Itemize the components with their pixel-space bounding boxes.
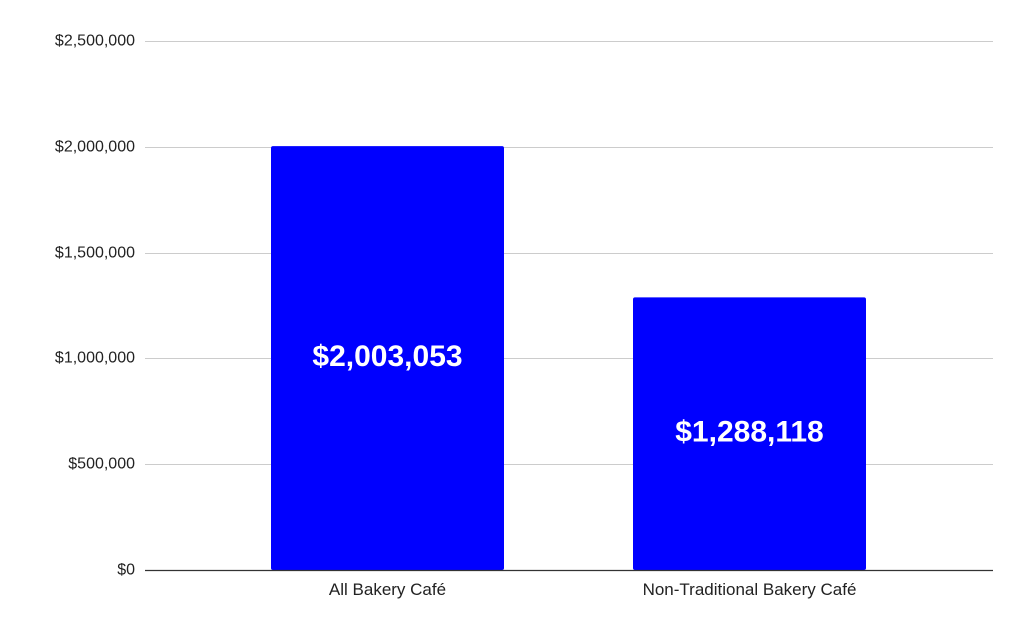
y-tick-label: $500,000 xyxy=(68,456,135,473)
data-label: $1,288,118 xyxy=(675,416,824,449)
y-axis-tick-labels: $0 $500,000 $1,000,000 $1,500,000 $2,000,000… xyxy=(55,33,135,579)
data-labels: $2,003,053 $1,288,118 xyxy=(312,340,823,449)
bar-non-traditional-bakery-cafe xyxy=(633,297,866,570)
data-label: $2,003,053 xyxy=(312,340,462,373)
bar-all-bakery-cafe xyxy=(271,146,504,570)
bars xyxy=(271,146,866,570)
y-tick-label: $2,500,000 xyxy=(55,33,135,50)
y-tick-label: $1,500,000 xyxy=(55,245,135,262)
y-tick-label: $1,000,000 xyxy=(55,350,135,367)
x-axis-category-labels: All Bakery Café Non-Traditional Bakery Ca… xyxy=(329,580,857,599)
y-tick-label: $2,000,000 xyxy=(55,139,135,156)
x-category-label: Non-Traditional Bakery Café xyxy=(643,580,857,599)
x-category-label: All Bakery Café xyxy=(329,580,446,599)
y-tick-label: $0 xyxy=(117,562,135,579)
